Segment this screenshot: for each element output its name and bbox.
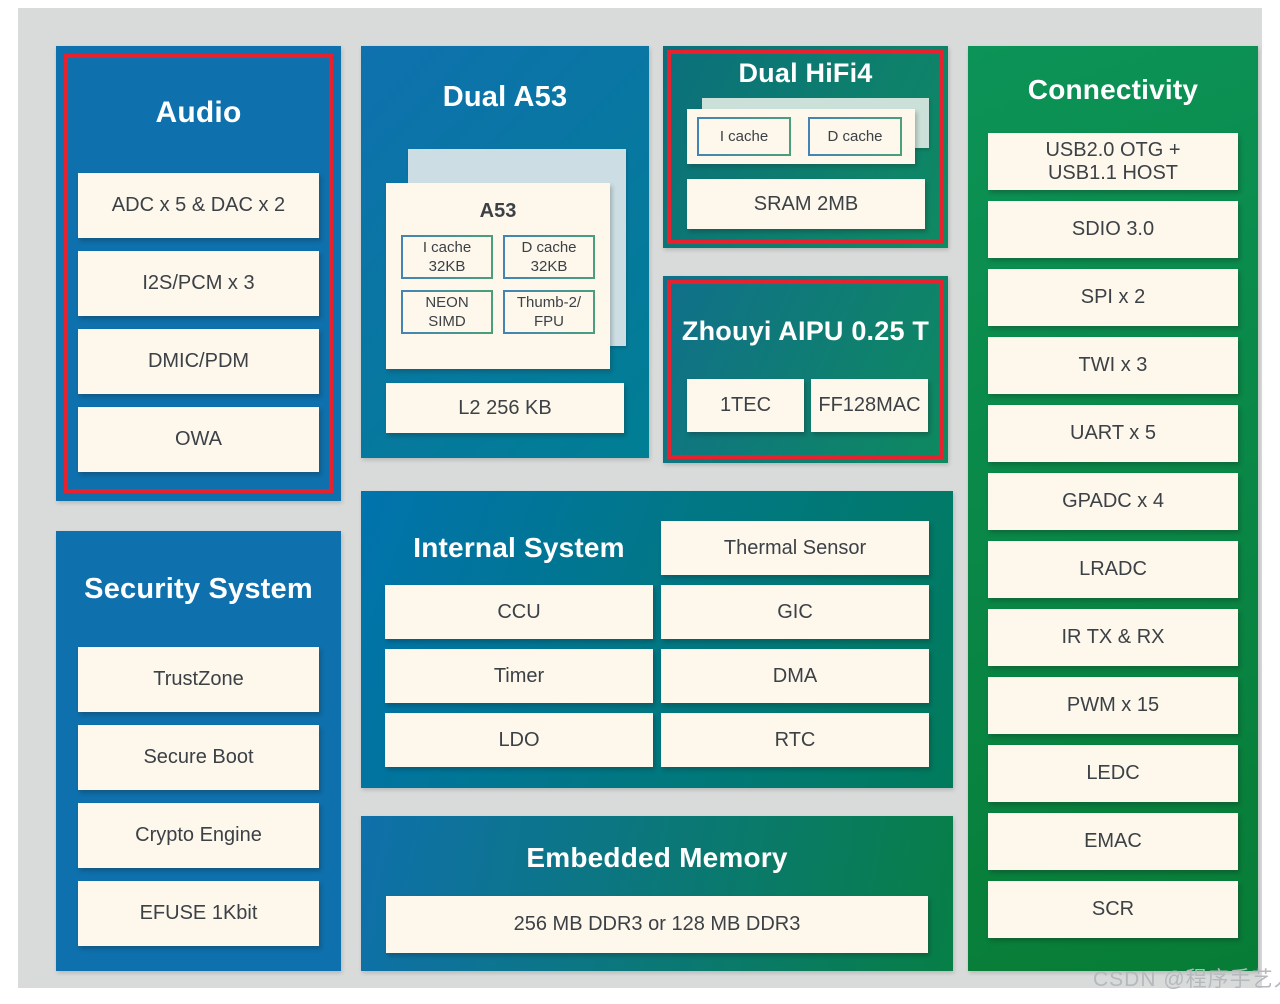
a53-thumb2-fpu-cell: Thumb-2/ FPU bbox=[503, 290, 595, 334]
audio-item-adc-dac: ADC x 5 & DAC x 2 bbox=[78, 173, 319, 238]
a53-core-card: A53 I cache 32KB D cache 32KB NEON SIMD … bbox=[386, 183, 610, 369]
internal-item-thermal-sensor: Thermal Sensor bbox=[661, 521, 929, 575]
a53-core-title: A53 bbox=[479, 200, 517, 222]
a53-core-cells: I cache 32KB D cache 32KB NEON SIMD Thum… bbox=[386, 235, 610, 334]
a53-dcache-cell: D cache 32KB bbox=[503, 235, 595, 279]
embedded-memory-title: Embedded Memory bbox=[526, 842, 788, 873]
connectivity-item-scr: SCR bbox=[988, 881, 1238, 938]
a53-neon-simd-cell: NEON SIMD bbox=[401, 290, 493, 334]
connectivity-item-emac: EMAC bbox=[988, 813, 1238, 870]
embedded-memory-block: Embedded Memory 256 MB DDR3 or 128 MB DD… bbox=[361, 816, 953, 971]
aipu-item-1tec: 1TEC bbox=[687, 379, 804, 432]
connectivity-item-uart: UART x 5 bbox=[988, 405, 1238, 462]
embedded-memory-ddr3-chip: 256 MB DDR3 or 128 MB DDR3 bbox=[386, 896, 928, 953]
security-item-efuse: EFUSE 1Kbit bbox=[78, 881, 319, 946]
audio-item-i2s-pcm: I2S/PCM x 3 bbox=[78, 251, 319, 316]
zhouyi-aipu-block: Zhouyi AIPU 0.25 T 1TEC FF128MAC bbox=[663, 276, 948, 463]
hifi4-core-card: I cache D cache bbox=[687, 109, 915, 164]
hifi4-dcache-cell: D cache bbox=[808, 117, 902, 156]
hifi4-sram-chip: SRAM 2MB bbox=[687, 179, 925, 229]
connectivity-list: USB2.0 OTG + USB1.1 HOST SDIO 3.0 SPI x … bbox=[988, 133, 1238, 938]
csdn-watermark: CSDN @程序手艺人 bbox=[1093, 968, 1280, 991]
soc-diagram-canvas: Audio ADC x 5 & DAC x 2 I2S/PCM x 3 DMIC… bbox=[18, 8, 1262, 988]
internal-item-rtc: RTC bbox=[661, 713, 929, 767]
connectivity-item-lradc: LRADC bbox=[988, 541, 1238, 598]
connectivity-item-usb: USB2.0 OTG + USB1.1 HOST bbox=[988, 133, 1238, 190]
connectivity-item-pwm: PWM x 15 bbox=[988, 677, 1238, 734]
connectivity-block: Connectivity USB2.0 OTG + USB1.1 HOST SD… bbox=[968, 46, 1258, 971]
dual-a53-block: Dual A53 A53 I cache 32KB D cache 32KB N… bbox=[361, 46, 649, 458]
aipu-items-row: 1TEC FF128MAC bbox=[687, 379, 928, 432]
internal-item-dma: DMA bbox=[661, 649, 929, 703]
internal-system-block: Internal System Thermal Sensor CCU GIC T… bbox=[361, 491, 953, 788]
security-system-block: Security System TrustZone Secure Boot Cr… bbox=[56, 531, 341, 971]
security-item-secure-boot: Secure Boot bbox=[78, 725, 319, 790]
internal-item-ldo: LDO bbox=[385, 713, 653, 767]
audio-title: Audio bbox=[155, 96, 242, 129]
connectivity-item-sdio: SDIO 3.0 bbox=[988, 201, 1238, 258]
connectivity-item-ir: IR TX & RX bbox=[988, 609, 1238, 666]
dual-hifi4-title: Dual HiFi4 bbox=[738, 58, 873, 88]
zhouyi-aipu-title: Zhouyi AIPU 0.25 T bbox=[681, 316, 930, 346]
security-system-title: Security System bbox=[84, 573, 313, 605]
dual-hifi4-block: Dual HiFi4 I cache D cache SRAM 2MB bbox=[663, 46, 948, 248]
internal-item-ccu: CCU bbox=[385, 585, 653, 639]
aipu-item-ff128mac: FF128MAC bbox=[811, 379, 928, 432]
audio-block: Audio ADC x 5 & DAC x 2 I2S/PCM x 3 DMIC… bbox=[56, 46, 341, 501]
security-item-trustzone: TrustZone bbox=[78, 647, 319, 712]
security-item-crypto-engine: Crypto Engine bbox=[78, 803, 319, 868]
aipu-highlight-frame bbox=[667, 280, 944, 459]
audio-item-owa: OWA bbox=[78, 407, 319, 472]
hifi4-icache-cell: I cache bbox=[697, 117, 791, 156]
dual-a53-title: Dual A53 bbox=[442, 81, 568, 113]
connectivity-item-ledc: LEDC bbox=[988, 745, 1238, 802]
connectivity-item-spi: SPI x 2 bbox=[988, 269, 1238, 326]
audio-item-dmic-pdm: DMIC/PDM bbox=[78, 329, 319, 394]
connectivity-item-twi: TWI x 3 bbox=[988, 337, 1238, 394]
connectivity-item-gpadc: GPADC x 4 bbox=[988, 473, 1238, 530]
a53-icache-cell: I cache 32KB bbox=[401, 235, 493, 279]
connectivity-title: Connectivity bbox=[1027, 74, 1199, 105]
internal-item-timer: Timer bbox=[385, 649, 653, 703]
a53-l2-cache-chip: L2 256 KB bbox=[386, 383, 624, 433]
internal-system-title: Internal System bbox=[413, 532, 625, 563]
internal-item-gic: GIC bbox=[661, 585, 929, 639]
